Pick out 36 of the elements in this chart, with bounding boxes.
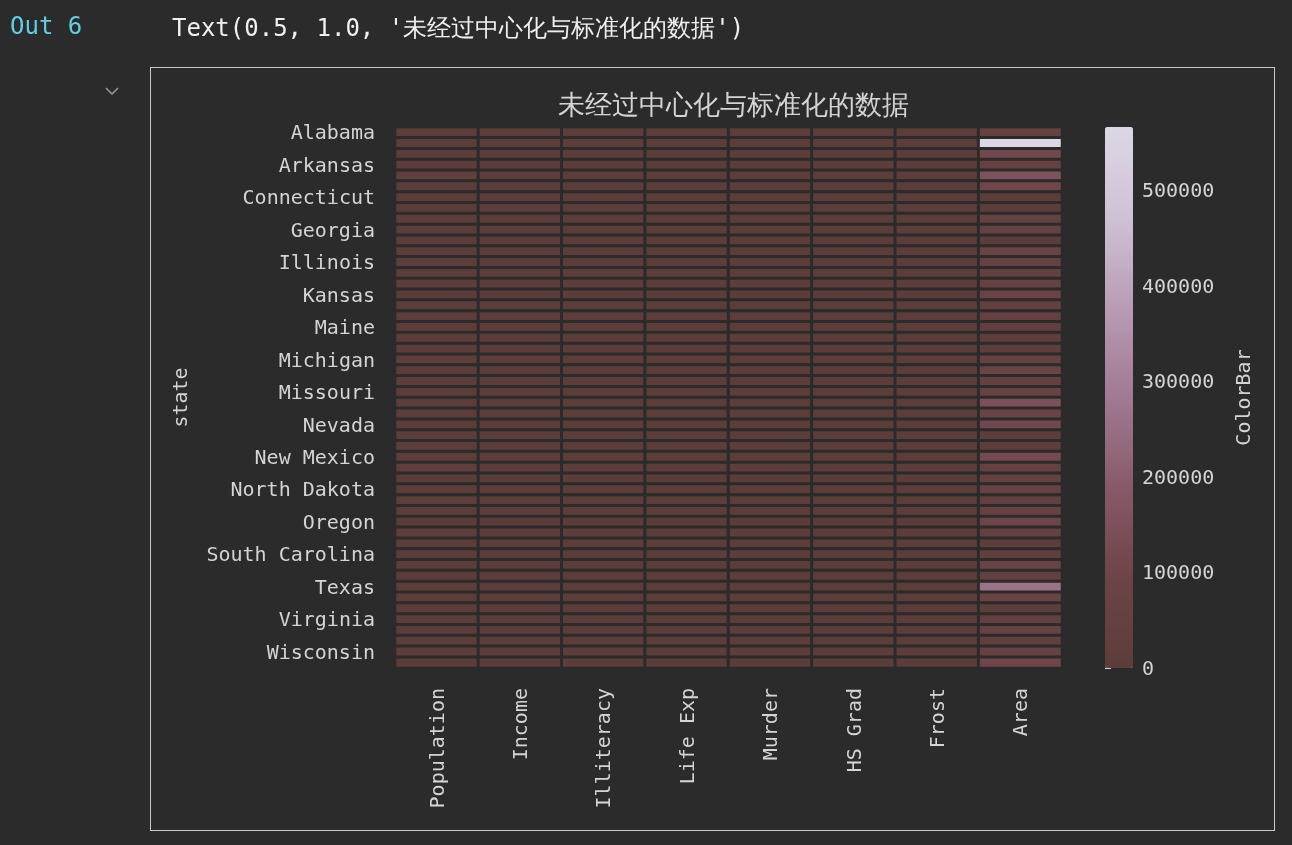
y-tick-label: Nevada <box>302 412 375 437</box>
y-tick-label: New Mexico <box>254 445 375 470</box>
x-tick-label: Population <box>424 688 449 809</box>
text: Out 6 <box>10 12 83 40</box>
y-tick-label: Kansas <box>302 282 375 307</box>
y-tick-label: Missouri <box>278 380 375 405</box>
x-tick-label: Life Exp <box>674 688 699 785</box>
color-bar-label: 0 <box>1142 656 1155 680</box>
y-tick-label: Oregon <box>302 509 375 534</box>
y-tick-label: Wisconsin <box>266 639 375 664</box>
text: Text(0.5, 1.0, '未经过中心化与标准化的数据') <box>172 13 745 44</box>
y-tick-label: Illinois <box>278 250 375 275</box>
y-axis-title: state <box>168 367 192 428</box>
y-tick-label: Texas <box>314 574 375 599</box>
y-tick-label: Georgia <box>290 217 375 242</box>
y-tick-label: Michigan <box>278 347 375 372</box>
y-tick-label: Arkansas <box>278 152 375 177</box>
color-bar-label: 300000 <box>1142 369 1215 394</box>
color-bar-label: 100000 <box>1142 560 1215 585</box>
color-bar-label: 500000 <box>1142 178 1215 203</box>
color-bar-title: ColorBar <box>1231 349 1255 446</box>
x-tick-label: Frost <box>924 688 949 749</box>
x-tick-label: HS Grad <box>841 688 866 773</box>
color-bar-label: 200000 <box>1142 464 1215 489</box>
y-tick-label: Connecticut <box>242 185 375 210</box>
y-tick-label: Alabama <box>290 120 375 145</box>
color-bar-label: 400000 <box>1142 273 1215 298</box>
chart-title: 未经过中心化与标准化的数据 <box>558 89 909 120</box>
x-tick-label: Illiteracy <box>591 688 616 809</box>
y-tick-label: Maine <box>314 315 375 340</box>
x-tick-label: Murder <box>758 688 783 761</box>
x-tick-label: Area <box>1008 688 1033 737</box>
y-tick-label: North Dakota <box>230 477 375 502</box>
x-tick-label: Income <box>508 688 533 761</box>
y-tick-label: Virginia <box>278 607 375 632</box>
y-tick-label: South Carolina <box>206 542 375 567</box>
